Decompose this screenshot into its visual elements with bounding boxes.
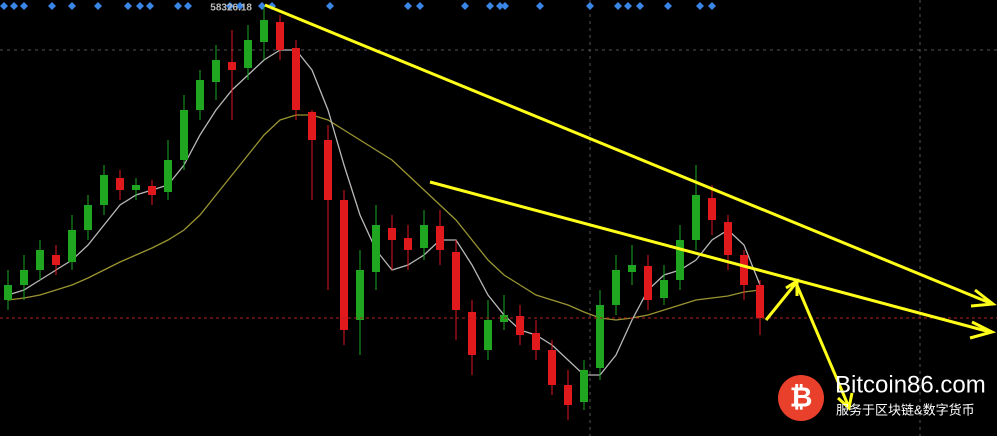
- signal-diamond: [20, 2, 28, 10]
- candle-body: [388, 228, 396, 240]
- signal-diamond: [236, 2, 244, 10]
- signal-diamond: [226, 2, 234, 10]
- logo-circle: [778, 375, 824, 421]
- signal-diamond: [326, 2, 334, 10]
- signal-diamond: [496, 2, 504, 10]
- signal-diamond: [404, 2, 412, 10]
- signal-diamond: [664, 2, 672, 10]
- signal-diamond: [94, 2, 102, 10]
- signal-diamond: [486, 2, 494, 10]
- signal-diamond: [48, 2, 56, 10]
- candle-body: [100, 175, 108, 205]
- trend-line: [429, 180, 991, 334]
- candle-body: [564, 385, 572, 405]
- candle-body: [68, 230, 76, 262]
- candle-body: [132, 185, 140, 190]
- candle-body: [660, 280, 668, 298]
- slow-moving-average: [7, 114, 761, 321]
- signal-diamond: [0, 2, 8, 10]
- plot: 58326.18: [0, 2, 997, 420]
- signal-diamond: [136, 2, 144, 10]
- signal-diamond: [636, 2, 644, 10]
- fast-moving-average: [7, 49, 761, 376]
- signal-diamond: [536, 2, 544, 10]
- candle-body: [148, 186, 156, 195]
- candle-body: [340, 200, 348, 330]
- candle-body: [708, 198, 716, 220]
- candle-body: [596, 305, 604, 368]
- trend-lines: [264, 3, 997, 411]
- peak-price-label: 58326.18: [210, 2, 252, 13]
- candle-body: [516, 316, 524, 335]
- candle-body: [196, 80, 204, 110]
- candle-body: [84, 205, 92, 230]
- candle-body: [52, 255, 60, 265]
- candle-body: [484, 320, 492, 350]
- candle-body: [372, 225, 380, 272]
- candle-body: [676, 240, 684, 280]
- arrow-head: [836, 392, 854, 411]
- candle-body: [276, 22, 284, 50]
- candle-body: [4, 285, 12, 300]
- signal-diamond: [174, 2, 182, 10]
- signal-diamond: [10, 2, 18, 10]
- candle-body: [212, 60, 220, 82]
- candle-body: [644, 266, 652, 300]
- candle-body: [260, 20, 268, 42]
- candle-body: [740, 255, 748, 285]
- watermark-subtitle: 服务于区块链&数字货币: [836, 402, 975, 417]
- candle-body: [580, 370, 588, 402]
- signal-diamond: [501, 2, 509, 10]
- candle-body: [436, 226, 444, 250]
- forecast-arrow: [764, 282, 798, 321]
- watermark-title: Bitcoin86.com: [835, 371, 986, 398]
- candle-body: [452, 252, 460, 310]
- signal-diamond: [696, 2, 704, 10]
- forecast-arrow: [794, 282, 850, 406]
- candle-body: [292, 48, 300, 110]
- candle-body: [36, 250, 44, 270]
- arrow-head: [969, 320, 997, 340]
- signal-diamond: [124, 2, 132, 10]
- signal-diamond: [146, 2, 154, 10]
- candle-body: [180, 110, 188, 160]
- signal-diamond: [184, 2, 192, 10]
- signal-markers: [0, 2, 716, 10]
- logo-glyph: ₿: [790, 381, 813, 412]
- candle-body: [228, 62, 236, 70]
- watermark: ₿ Bitcoin86.com 服务于区块链&数字货币: [778, 371, 986, 421]
- signal-diamond: [586, 2, 594, 10]
- candle-body: [164, 160, 172, 192]
- candle-body: [404, 238, 412, 250]
- trend-line: [264, 3, 991, 305]
- signal-diamond: [708, 2, 716, 10]
- arrow-head: [970, 288, 997, 308]
- candle-body: [20, 270, 28, 285]
- signal-diamond: [68, 2, 76, 10]
- candle-body: [692, 195, 700, 240]
- candle-body: [532, 333, 540, 350]
- candle-body: [756, 285, 764, 318]
- candle-body: [308, 112, 316, 140]
- signal-diamond: [624, 2, 632, 10]
- candle-body: [356, 270, 364, 320]
- candle-body: [244, 40, 252, 68]
- signal-diamond: [461, 2, 469, 10]
- signal-diamond: [416, 2, 424, 10]
- arrow-head: [785, 278, 799, 296]
- signal-diamond: [614, 2, 622, 10]
- candle-body: [628, 265, 636, 272]
- candle-body: [468, 312, 476, 355]
- candle-body: [324, 140, 332, 200]
- candle-body: [420, 225, 428, 248]
- candle-body: [548, 350, 556, 385]
- candle-body: [116, 178, 124, 190]
- candle-body: [724, 222, 732, 255]
- candle-body: [612, 270, 620, 305]
